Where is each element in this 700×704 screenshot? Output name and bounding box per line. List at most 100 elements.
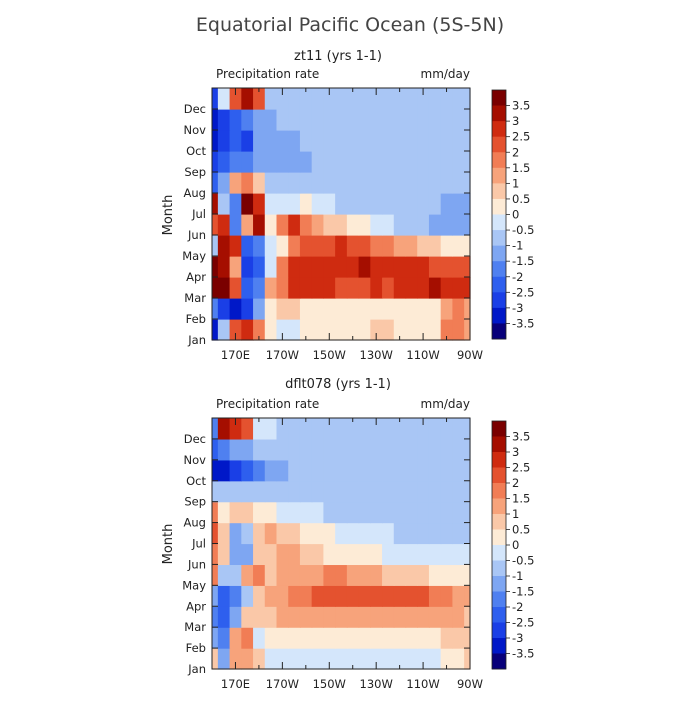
- heatmap-cell: [405, 172, 418, 194]
- heatmap-cell: [405, 109, 418, 131]
- heatmap-cell: [299, 438, 313, 461]
- heatmap-cell: [358, 501, 371, 524]
- heatmap-cell: [288, 88, 301, 110]
- heatmap-cell: [440, 151, 454, 173]
- colorbar-swatch: [492, 514, 506, 530]
- y-tick-label: Nov: [184, 453, 207, 467]
- heatmap-cell: [288, 130, 301, 152]
- heatmap-cell: [370, 319, 383, 341]
- heatmap-cell: [358, 585, 371, 607]
- y-tick-label: Jul: [191, 207, 206, 221]
- heatmap-cell: [299, 319, 313, 341]
- heatmap-cell: [428, 214, 442, 236]
- heatmap-cell: [358, 459, 371, 482]
- heatmap-cell: [346, 543, 360, 566]
- heatmap-cell: [452, 172, 465, 194]
- heatmap-cell: [417, 564, 430, 586]
- heatmap-cell: [393, 298, 407, 320]
- colorbar-swatch: [492, 436, 506, 453]
- heatmap-cell: [241, 193, 254, 215]
- heatmap-cell: [299, 130, 313, 152]
- colorbar-label: 3.5: [512, 430, 530, 444]
- heatmap-cell: [393, 522, 407, 545]
- heatmap-cell: [253, 88, 266, 110]
- heatmap-cell: [323, 214, 336, 236]
- heatmap-cell: [323, 193, 336, 215]
- heatmap-cell: [276, 648, 289, 670]
- heatmap-cell: [405, 459, 418, 482]
- heatmap-cell: [382, 235, 395, 257]
- heatmap-cell: [346, 172, 360, 194]
- heatmap-cell: [229, 627, 242, 649]
- heatmap-cell: [417, 459, 430, 482]
- heatmap-cell: [417, 193, 430, 215]
- heatmap-cell: [217, 277, 231, 299]
- heatmap-cell: [405, 130, 418, 152]
- heatmap-cell: [299, 564, 313, 586]
- heatmap-cell: [288, 459, 301, 482]
- heatmap-cell: [335, 319, 348, 341]
- heatmap-cell: [299, 459, 313, 482]
- heatmap-cell: [229, 151, 242, 173]
- heatmap-cell: [212, 214, 219, 236]
- heatmap-cell: [288, 214, 301, 236]
- heatmap-cell: [358, 298, 371, 320]
- heatmap-cell: [393, 606, 407, 628]
- heatmap-cell: [311, 298, 325, 320]
- heatmap-cell: [217, 606, 231, 628]
- heatmap-cell: [323, 172, 336, 194]
- heatmap-cell: [358, 88, 371, 110]
- heatmap-cell: [370, 193, 383, 215]
- heatmap-cell: [464, 418, 471, 440]
- heatmap-cell: [370, 459, 383, 482]
- heatmap-cell: [405, 319, 418, 341]
- heatmap-cell: [212, 480, 219, 503]
- heatmap-cell: [393, 564, 407, 586]
- heatmap-cell: [428, 648, 442, 670]
- panel-1: zt11 (yrs 1-1) Precipitation rate mm/day…: [161, 49, 534, 362]
- heatmap-cell: [464, 214, 471, 236]
- x-tick-label: 130W: [360, 677, 393, 691]
- heatmap-cell: [311, 585, 325, 607]
- heatmap-cell: [229, 88, 242, 110]
- heatmap-cell: [346, 193, 360, 215]
- heatmap-cell: [241, 543, 254, 566]
- heatmap-cell: [428, 88, 442, 110]
- heatmap-cell: [382, 88, 395, 110]
- heatmap-cell: [370, 480, 383, 503]
- heatmap-cell: [276, 501, 289, 524]
- heatmap-cell: [452, 277, 465, 299]
- heatmap-cell: [428, 543, 442, 566]
- heatmap-cell: [323, 151, 336, 173]
- heatmap-cell: [346, 88, 360, 110]
- heatmap-cell: [253, 298, 266, 320]
- heatmap-cell: [417, 522, 430, 545]
- heatmap-cell: [276, 130, 289, 152]
- heatmap-cell: [346, 277, 360, 299]
- heatmap-cell: [229, 193, 242, 215]
- heatmap-cell: [440, 172, 454, 194]
- panel-1-variable: Precipitation rate: [216, 67, 319, 81]
- colorbar-label: -2.5: [512, 616, 534, 630]
- heatmap-cell: [358, 606, 371, 628]
- heatmap-cell: [335, 109, 348, 131]
- heatmap-cell: [440, 585, 454, 607]
- colorbar-label: -2: [512, 600, 523, 614]
- x-tick-label: 110W: [406, 677, 439, 691]
- heatmap-cell: [299, 235, 313, 257]
- heatmap-cell: [358, 172, 371, 194]
- heatmap-cell: [370, 88, 383, 110]
- heatmap-cell: [264, 480, 278, 503]
- heatmap-cell: [335, 480, 348, 503]
- heatmap-cell: [241, 130, 254, 152]
- heatmap-cell: [440, 88, 454, 110]
- heatmap-cell: [440, 130, 454, 152]
- heatmap-cell: [253, 480, 266, 503]
- heatmap-cell: [299, 522, 313, 545]
- heatmap-cell: [358, 130, 371, 152]
- heatmap-cell: [382, 606, 395, 628]
- heatmap-cell: [276, 459, 289, 482]
- heatmap-cell: [229, 522, 242, 545]
- heatmap-cell: [217, 88, 231, 110]
- panel-1-title: zt11 (yrs 1-1): [294, 49, 382, 64]
